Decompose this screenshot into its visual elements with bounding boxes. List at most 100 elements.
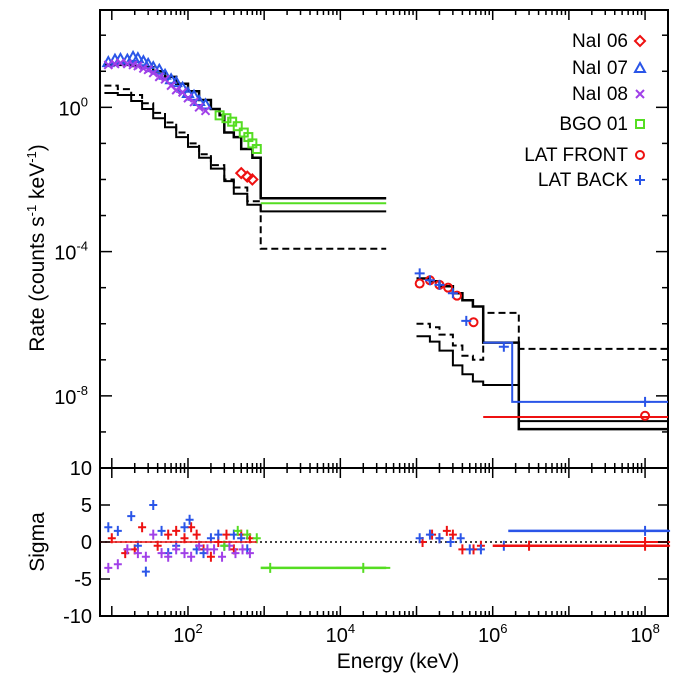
legend-label: LAT BACK xyxy=(538,170,628,191)
residual-point xyxy=(104,562,113,573)
residual-point xyxy=(187,551,196,562)
residual-point xyxy=(123,544,132,555)
spectrum-y-axis-title: Rate (counts s-1 keV-1) xyxy=(24,144,49,352)
residual-point xyxy=(238,544,247,555)
y-tick-label: 10-8 xyxy=(54,383,88,409)
y-tick-label: 10 xyxy=(70,458,92,480)
residual-point xyxy=(141,566,150,577)
residual-point xyxy=(113,559,122,570)
y-tick-label: -10 xyxy=(63,606,92,628)
residual-point xyxy=(214,529,223,540)
legend-label: NaI 07 xyxy=(572,58,628,79)
data-point xyxy=(133,61,143,71)
residual-point xyxy=(456,533,465,544)
legend-marker xyxy=(635,89,645,99)
data-point xyxy=(443,282,454,293)
residual-point xyxy=(157,548,166,559)
residual-point xyxy=(252,533,261,544)
data-point xyxy=(447,288,458,299)
data-point xyxy=(194,102,204,113)
legend: NaI 06 NaI 07 NaI 08 BGO 01 LAT FRONT LAT BAC… xyxy=(524,31,647,191)
residual-point xyxy=(458,544,467,555)
residual-point xyxy=(446,537,455,547)
residual-plot-area xyxy=(100,500,671,577)
residual-point xyxy=(233,525,242,536)
residual-point xyxy=(192,529,201,540)
residual-point xyxy=(222,529,231,540)
data-point xyxy=(424,275,435,286)
data-point xyxy=(136,54,151,67)
data-point xyxy=(214,110,225,121)
residual-point xyxy=(448,529,457,540)
residual-point xyxy=(465,544,474,555)
legend-label: NaI 08 xyxy=(572,84,628,105)
data-point xyxy=(200,106,211,116)
residual-point xyxy=(435,533,444,544)
residual-point xyxy=(172,544,181,555)
data-point xyxy=(131,51,145,64)
data-point xyxy=(434,279,445,290)
data-point xyxy=(251,143,262,154)
model-step-line xyxy=(416,277,668,431)
data-point xyxy=(148,68,158,78)
residual-point xyxy=(149,529,158,540)
residual-point xyxy=(218,551,227,562)
legend-marker xyxy=(635,119,645,129)
residual-point xyxy=(133,548,142,559)
spectrum-axes: 100 10-4 10-8 xyxy=(54,10,669,469)
data-point xyxy=(245,173,259,186)
residual-point xyxy=(113,525,122,536)
residual-point xyxy=(206,551,215,562)
residual-point xyxy=(164,529,173,540)
residual-point xyxy=(185,514,194,525)
x-tick-label: 108 xyxy=(630,621,659,647)
x-tick-label: 106 xyxy=(478,621,507,647)
data-point xyxy=(234,166,248,180)
residual-point xyxy=(476,544,485,555)
residual-point xyxy=(415,533,424,544)
ylabel-post: ) xyxy=(26,144,49,151)
y-tick-label: 0 xyxy=(81,532,92,554)
model-step-line xyxy=(416,311,668,361)
model-step-line xyxy=(416,335,668,423)
y-tick-label: 100 xyxy=(59,94,88,120)
legend-label: NaI 06 xyxy=(572,31,628,52)
data-point xyxy=(171,85,181,95)
data-point xyxy=(143,65,153,75)
data-point xyxy=(461,315,472,326)
x-tick-label: 102 xyxy=(173,621,202,647)
residual-point xyxy=(138,522,147,533)
residual-point xyxy=(231,548,240,559)
data-point xyxy=(183,93,193,103)
data-point xyxy=(154,72,164,82)
y-tick-label: 10-4 xyxy=(54,239,88,265)
x-axis-title: Energy (keV) xyxy=(337,650,460,673)
legend-label: LAT FRONT xyxy=(524,145,628,166)
residual-point xyxy=(180,522,189,533)
model-step-line xyxy=(483,341,668,403)
ylabel-exp2: -1 xyxy=(24,151,39,163)
data-point xyxy=(498,341,509,352)
residual-point xyxy=(172,525,181,536)
residual-point xyxy=(141,551,150,562)
data-point xyxy=(640,410,651,421)
data-point xyxy=(164,72,178,85)
residual-point xyxy=(425,529,434,540)
legend-marker xyxy=(633,34,647,48)
residual-point xyxy=(164,551,173,562)
ylabel-exp1: -1 xyxy=(24,205,39,217)
residual-point xyxy=(180,548,189,559)
model-step-line xyxy=(104,92,387,213)
residual-point xyxy=(149,500,158,510)
residual-point xyxy=(104,522,113,533)
residual-point xyxy=(157,525,166,536)
data-point xyxy=(414,268,425,279)
legend-marker xyxy=(635,150,645,160)
y-tick-label: 5 xyxy=(81,495,92,517)
ylabel-pre: Rate (counts s xyxy=(26,216,49,351)
data-point xyxy=(232,121,243,132)
residual-axes: 102 104 106 108 10 5 0 -5 -10 xyxy=(63,458,669,647)
residual-point xyxy=(442,525,451,536)
data-point xyxy=(141,56,155,69)
